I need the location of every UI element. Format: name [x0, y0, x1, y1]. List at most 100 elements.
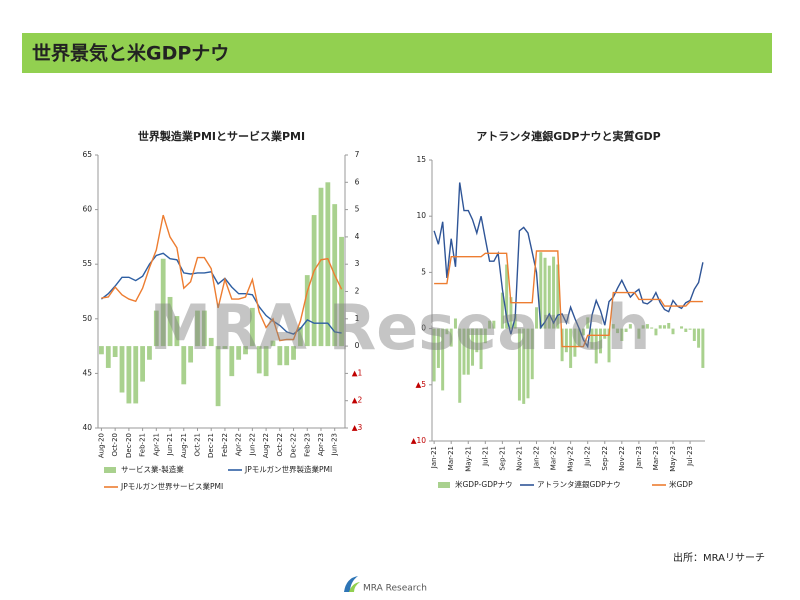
y2-tick-label: 2	[355, 287, 360, 296]
chart-title: アトランタ連銀GDPナウと実質GDP	[476, 129, 660, 143]
charts: 世界製造業PMIとサービス業PMI404550556065▲3▲2▲101234…	[82, 129, 705, 491]
bar	[475, 328, 479, 353]
bar	[105, 346, 111, 368]
x-tick-label: Dec-20	[125, 433, 133, 458]
bar	[641, 325, 645, 329]
x-tick-label: Feb-22	[221, 433, 229, 457]
y2-tick-label: ▲2	[352, 396, 363, 405]
y-tick-label: 10	[416, 211, 426, 220]
x-tick-label: Oct-21	[193, 433, 201, 457]
x-tick-label: Aug-21	[180, 433, 188, 458]
x-tick-label: Mar-21	[447, 446, 455, 470]
bar	[436, 328, 440, 368]
x-tick-label: Jul-21	[481, 446, 489, 467]
bar	[547, 265, 551, 329]
y-tick-label: 15	[416, 155, 426, 164]
legend-label: 米GDP	[669, 479, 693, 489]
logo-icon	[344, 576, 358, 592]
x-tick-label: Jun-23	[331, 433, 339, 456]
bar	[222, 346, 228, 349]
x-tick-label: Oct-20	[111, 433, 119, 457]
bar	[195, 310, 200, 347]
bar	[119, 346, 125, 393]
bar	[667, 322, 671, 329]
bar	[160, 258, 166, 347]
bar	[243, 346, 248, 355]
x-tick-label: Feb-21	[139, 433, 147, 457]
bar	[256, 346, 262, 374]
logo-text: MRA Research	[363, 584, 427, 594]
bar	[167, 296, 173, 347]
x-tick-label: Jan-22	[533, 446, 541, 469]
bar	[215, 346, 221, 407]
legend-label: JPモルガン世界サービス業PMI	[120, 481, 223, 491]
bar	[692, 328, 696, 341]
bar	[270, 340, 276, 347]
bar	[318, 187, 324, 347]
y-tick-label: 55	[82, 259, 92, 268]
x-tick-label: Dec-22	[290, 433, 298, 458]
bar	[500, 292, 504, 329]
y-tick-label: ▲10	[411, 436, 427, 445]
bar	[492, 320, 496, 329]
bar	[284, 346, 290, 366]
bar	[543, 257, 547, 329]
legend-label: サービス業-製造業	[121, 464, 184, 474]
x-tick-label: May-22	[567, 446, 575, 472]
logo-icon-leaf	[349, 582, 360, 592]
bar	[513, 313, 517, 329]
y2-tick-label: 4	[355, 232, 360, 241]
bar	[112, 346, 118, 358]
bar	[526, 328, 530, 399]
y-tick-label: 60	[82, 205, 92, 214]
y2-tick-label: 7	[355, 150, 360, 159]
bar	[577, 328, 581, 347]
chart-title: 世界製造業PMIとサービス業PMI	[138, 129, 305, 143]
bar	[505, 264, 509, 329]
bar	[607, 328, 611, 363]
bar	[611, 324, 615, 329]
x-tick-label: Aug-20	[97, 433, 105, 458]
x-tick-label: Sep-22	[601, 446, 609, 471]
y-tick-label: 45	[82, 368, 92, 377]
bar	[311, 215, 317, 347]
bar	[147, 346, 152, 360]
y2-tick-label: 1	[355, 314, 360, 323]
bar	[616, 328, 620, 334]
watermark: MRA Research	[149, 291, 650, 364]
bar	[662, 325, 666, 329]
bar	[304, 275, 310, 347]
x-tick-label: Nov-21	[515, 446, 523, 471]
bar	[535, 307, 539, 329]
bar	[236, 346, 242, 360]
bar	[445, 328, 449, 335]
line	[434, 250, 703, 348]
bar	[650, 327, 654, 329]
bar	[99, 346, 104, 355]
y2-tick-label: 5	[355, 205, 360, 214]
bar	[556, 264, 560, 329]
bar	[697, 328, 701, 348]
x-tick-label: Feb-23	[303, 433, 311, 457]
y-tick-label: ▲5	[415, 380, 426, 389]
x-tick-label: May-21	[464, 446, 472, 472]
bar	[637, 328, 641, 339]
bar	[208, 337, 214, 347]
y-tick-label: 5	[421, 267, 426, 276]
y2-tick-label: ▲1	[352, 368, 363, 377]
bar	[126, 346, 132, 404]
bar	[645, 324, 649, 329]
x-tick-label: Apr-21	[152, 433, 160, 456]
legend-label: JPモルガン世界製造業PMI	[244, 464, 332, 474]
source: 出所：MRAリサーチ	[673, 551, 765, 564]
bar	[462, 328, 466, 375]
line	[101, 214, 343, 342]
bar	[517, 328, 521, 401]
bar	[684, 328, 688, 332]
bar	[249, 307, 255, 347]
bar	[564, 328, 568, 353]
legend-label: 米GDP-GDPナウ	[455, 479, 513, 489]
bar	[658, 325, 662, 329]
y2-tick-label: 6	[355, 177, 360, 186]
